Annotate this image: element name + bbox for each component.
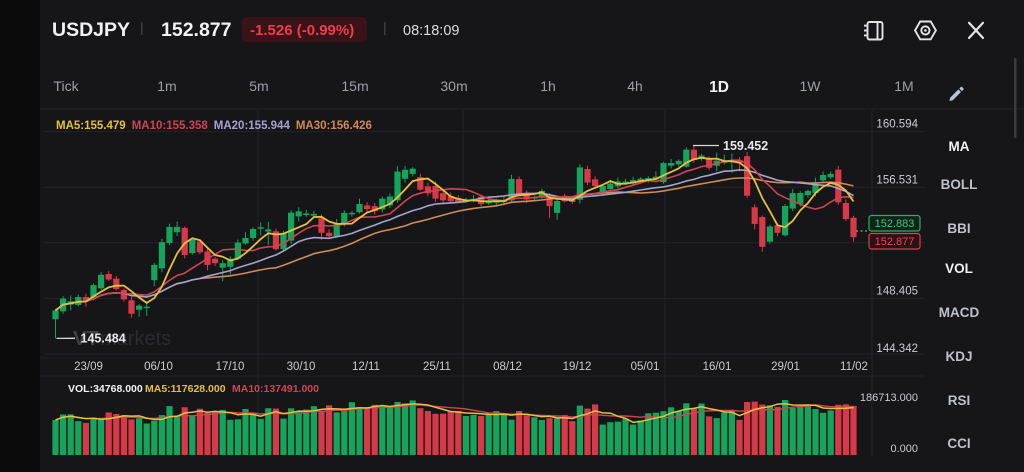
svg-text:30/10: 30/10 bbox=[287, 361, 316, 373]
svg-text:152.877: 152.877 bbox=[161, 19, 232, 41]
svg-text:156.531: 156.531 bbox=[876, 175, 918, 187]
svg-text:BBI: BBI bbox=[947, 221, 970, 236]
svg-text:06/10: 06/10 bbox=[144, 361, 173, 373]
svg-text:1M: 1M bbox=[894, 78, 913, 94]
svg-text:RSI: RSI bbox=[948, 393, 971, 408]
svg-text:VOL: VOL bbox=[945, 261, 973, 276]
svg-text:12/11: 12/11 bbox=[352, 361, 380, 373]
svg-text:VT: VT bbox=[73, 328, 99, 350]
svg-text:152.883: 152.883 bbox=[875, 218, 915, 230]
svg-text:1h: 1h bbox=[540, 78, 556, 94]
svg-text:MA5:117628.000: MA5:117628.000 bbox=[145, 383, 226, 395]
svg-text:USDJPY: USDJPY bbox=[52, 19, 130, 41]
svg-text:30m: 30m bbox=[440, 78, 467, 94]
svg-text:11/02: 11/02 bbox=[840, 361, 868, 373]
svg-text:MA: MA bbox=[949, 139, 970, 154]
svg-text:186713.000: 186713.000 bbox=[860, 392, 918, 404]
svg-text:152.877: 152.877 bbox=[875, 236, 915, 248]
svg-text:05/01: 05/01 bbox=[631, 361, 660, 373]
svg-text:1m: 1m bbox=[157, 78, 176, 94]
svg-text:Tick: Tick bbox=[53, 78, 79, 94]
svg-text:160.594: 160.594 bbox=[876, 119, 918, 131]
svg-text:MA10:137491.000: MA10:137491.000 bbox=[232, 383, 319, 395]
svg-text:15m: 15m bbox=[341, 78, 368, 94]
svg-text:08:18:09: 08:18:09 bbox=[403, 23, 459, 39]
svg-text:4h: 4h bbox=[627, 78, 643, 94]
svg-text:144.342: 144.342 bbox=[876, 343, 918, 355]
svg-text:08/12: 08/12 bbox=[493, 361, 522, 373]
svg-text:145.484: 145.484 bbox=[81, 332, 126, 346]
svg-text:CCI: CCI bbox=[947, 436, 970, 451]
svg-text:1W: 1W bbox=[800, 78, 822, 94]
svg-text:-1.526 (-0.99%): -1.526 (-0.99%) bbox=[250, 22, 354, 39]
svg-text:markets: markets bbox=[100, 328, 171, 350]
svg-text:1D: 1D bbox=[709, 79, 729, 96]
svg-text:25/11: 25/11 bbox=[423, 361, 451, 373]
svg-text:16/01: 16/01 bbox=[703, 361, 732, 373]
svg-text:17/10: 17/10 bbox=[216, 361, 245, 373]
svg-text:159.452: 159.452 bbox=[723, 139, 768, 153]
svg-text:29/01: 29/01 bbox=[771, 361, 800, 373]
svg-text:0.000: 0.000 bbox=[890, 443, 918, 455]
svg-text:KDJ: KDJ bbox=[945, 349, 972, 364]
svg-text:BOLL: BOLL bbox=[941, 177, 978, 192]
svg-text:148.405: 148.405 bbox=[876, 285, 918, 297]
svg-text:23/09: 23/09 bbox=[74, 361, 103, 373]
svg-text:VOL:34768.000: VOL:34768.000 bbox=[68, 383, 143, 395]
svg-text:19/12: 19/12 bbox=[563, 361, 592, 373]
svg-text:MACD: MACD bbox=[939, 305, 980, 320]
svg-text:5m: 5m bbox=[249, 78, 268, 94]
